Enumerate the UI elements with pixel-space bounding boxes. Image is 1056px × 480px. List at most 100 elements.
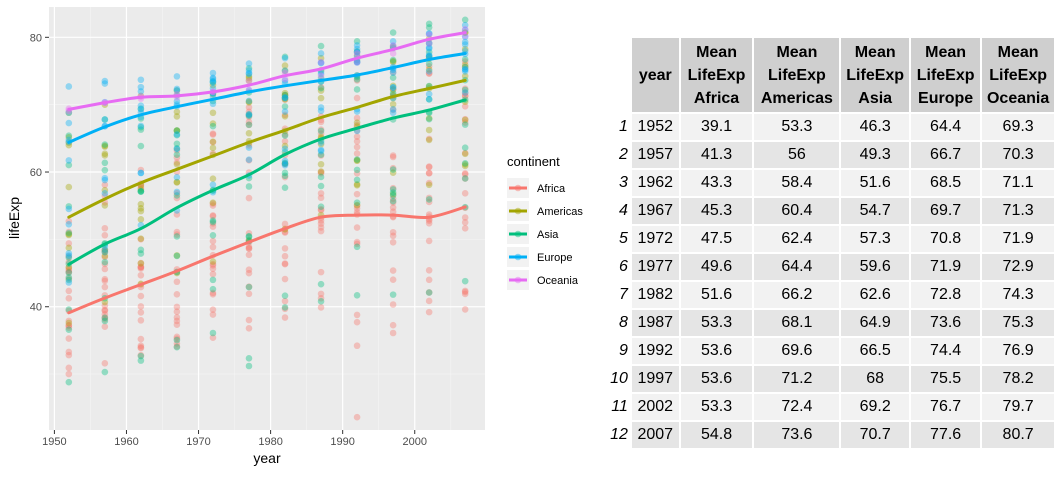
data-point-africa — [389, 152, 397, 159]
data-point-asia — [353, 156, 361, 163]
data-point-oceania — [461, 25, 469, 33]
data-point-europe — [425, 30, 433, 38]
table-cell-africa: 51.6 — [680, 282, 755, 310]
table-cell-europe: 76.7 — [910, 394, 983, 422]
table-cell-africa: 53.6 — [680, 338, 755, 366]
column-header-line: Africa — [693, 89, 740, 107]
column-header: year — [631, 38, 681, 114]
data-point-americas — [137, 235, 145, 242]
data-point-asia — [137, 105, 145, 113]
data-point-africa — [209, 270, 217, 278]
data-point-africa — [353, 238, 361, 246]
data-point-americas — [425, 126, 433, 134]
data-point-africa — [353, 77, 361, 84]
data-point-asia — [425, 196, 433, 203]
data-point-asia — [461, 121, 469, 128]
data-point-europe — [425, 44, 433, 51]
table-cell-americas: 68.1 — [754, 310, 842, 338]
data-point-asia — [389, 29, 397, 36]
table-cell-oceania: 80.7 — [982, 422, 1056, 450]
data-point-europe — [173, 85, 181, 93]
data-point-africa — [317, 304, 325, 311]
data-point-asia — [353, 199, 361, 206]
data-point-africa — [173, 317, 181, 325]
data-point-africa — [65, 268, 73, 275]
data-point-africa — [317, 190, 325, 197]
data-point-americas — [389, 57, 397, 65]
x-tick-label: 1970 — [186, 436, 210, 448]
data-point-africa — [317, 224, 325, 231]
row-index: 2 — [600, 142, 632, 170]
legend-title: continent — [507, 154, 560, 169]
data-point-americas — [353, 181, 361, 188]
x-tick-label: 1980 — [258, 436, 282, 448]
data-point-africa — [173, 147, 181, 154]
table-cell-americas: 66.2 — [754, 282, 842, 310]
data-point-africa — [389, 228, 397, 236]
legend: continent Africa Americas Asia Europe Oceani… — [507, 154, 583, 290]
data-point-americas — [353, 182, 361, 189]
data-point-africa — [209, 131, 217, 138]
data-point-americas — [461, 150, 469, 158]
data-point-asia — [101, 258, 109, 266]
smooth-line-americas — [67, 78, 467, 219]
data-point-asia — [65, 229, 73, 237]
table-cell-oceania: 70.3 — [982, 142, 1056, 170]
row-index: 5 — [600, 226, 632, 254]
data-point-africa — [173, 189, 181, 197]
data-point-americas — [461, 160, 469, 168]
data-point-europe — [281, 160, 289, 168]
data-point-asia — [101, 166, 109, 174]
table-cell-asia: 54.7 — [841, 198, 911, 226]
y-tick-label: 60 — [30, 167, 42, 179]
table-cell-year: 2002 — [631, 394, 681, 422]
data-point-africa — [101, 260, 109, 268]
data-point-asia — [353, 176, 361, 184]
table-cell-year: 1972 — [631, 226, 681, 254]
data-point-americas — [173, 127, 181, 134]
data-point-asia — [425, 289, 433, 296]
data-point-africa — [137, 184, 145, 192]
data-point-europe — [65, 252, 73, 259]
data-point-africa — [209, 306, 217, 313]
data-point-europe — [209, 100, 217, 108]
column-header-line: Americas — [760, 89, 833, 107]
data-point-asia — [317, 84, 325, 92]
data-point-asia — [353, 86, 361, 93]
data-point-europe — [65, 221, 73, 228]
data-point-europe — [209, 75, 217, 83]
data-point-asia — [65, 254, 73, 261]
table-cell-americas: 72.4 — [754, 394, 842, 422]
table-cell-americas: 58.4 — [754, 170, 842, 198]
data-point-europe — [137, 169, 145, 177]
data-point-europe — [209, 77, 217, 85]
data-point-europe — [245, 144, 253, 151]
table-cell-europe: 75.5 — [910, 366, 983, 394]
data-point-americas — [389, 169, 397, 176]
x-tick-label: 1990 — [330, 436, 354, 448]
column-header-line: LifeExp — [687, 66, 746, 84]
smooth-lines — [67, 31, 467, 315]
data-point-africa — [65, 348, 73, 356]
table-cell-year: 1987 — [631, 310, 681, 338]
data-point-asia — [65, 274, 73, 281]
data-point-europe — [425, 29, 433, 37]
data-point-americas — [173, 108, 181, 116]
table-cell-year: 1982 — [631, 282, 681, 310]
data-point-africa — [173, 194, 181, 202]
data-point-africa — [173, 154, 181, 161]
data-point-africa — [245, 104, 253, 111]
data-point-europe — [245, 69, 253, 77]
data-point-europe — [353, 45, 361, 53]
data-point-africa — [425, 163, 433, 171]
data-point-asia — [209, 217, 217, 224]
data-point-africa — [425, 220, 433, 227]
data-point-americas — [461, 45, 469, 53]
data-point-americas — [137, 216, 145, 223]
data-point-africa — [209, 265, 217, 272]
data-point-africa — [101, 307, 109, 314]
data-point-asia — [425, 40, 433, 47]
data-point-africa — [281, 260, 289, 267]
data-point-africa — [209, 289, 217, 297]
data-point-americas — [209, 258, 217, 265]
